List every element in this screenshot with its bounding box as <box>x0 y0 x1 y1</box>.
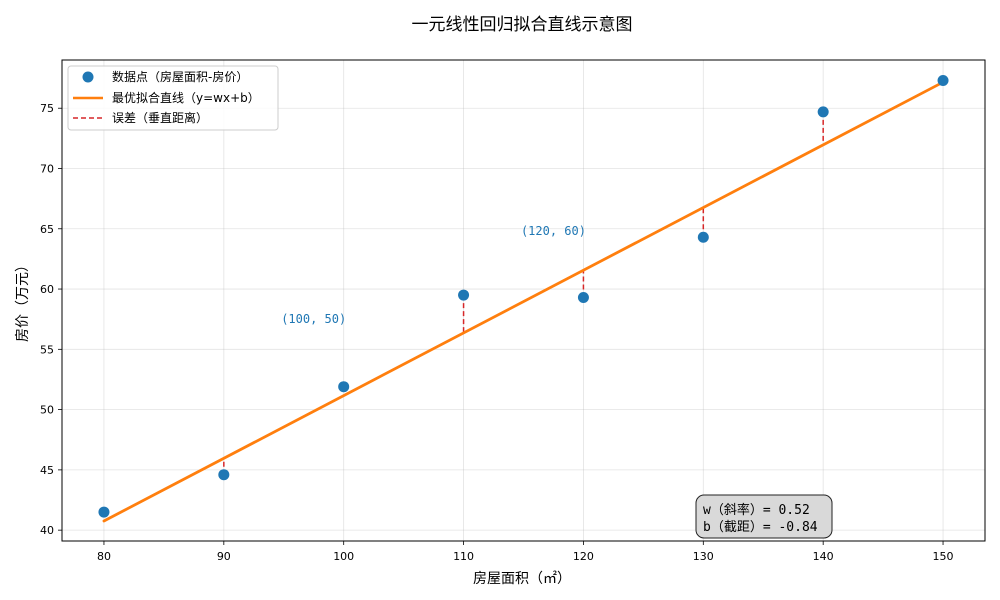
data-point <box>817 106 829 118</box>
grid <box>62 60 985 541</box>
data-point <box>218 469 230 481</box>
annotations: (100, 50) (120, 60) <box>281 224 586 326</box>
y-tick-label: 65 <box>40 223 54 236</box>
data-point <box>577 291 589 303</box>
y-axis-label: 房价（万元） <box>15 258 31 342</box>
x-axis-ticks: 80 90 100 110 120 130 140 150 <box>97 541 954 563</box>
info-box: w（斜率）= 0.52 b（截距）= -0.84 <box>695 494 833 539</box>
y-tick-label: 60 <box>40 283 54 296</box>
chart-title: 一元线性回归拟合直线示意图 <box>412 15 633 35</box>
point-annotation: (120, 60) <box>521 224 586 238</box>
fit-line <box>102 80 945 523</box>
legend-points-label: 数据点（房屋面积-房价） <box>112 69 248 84</box>
intercept-value: b（截距）= -0.84 <box>703 520 818 535</box>
y-tick-label: 45 <box>40 464 54 477</box>
data-points <box>98 74 949 518</box>
y-tick-label: 70 <box>40 162 54 175</box>
x-tick-label: 130 <box>693 550 714 563</box>
info-box-frame <box>695 494 833 539</box>
slope-value: w（斜率）= 0.52 <box>703 502 810 518</box>
y-tick-label: 50 <box>40 404 54 417</box>
y-tick-label: 40 <box>40 524 54 537</box>
y-tick-label: 55 <box>40 343 54 356</box>
legend-residual-label: 误差（垂直距离） <box>112 110 208 125</box>
data-point <box>338 381 350 393</box>
y-tick-label: 75 <box>40 102 54 115</box>
legend-fit-line-label: 最优拟合直线（y=wx+b） <box>112 90 260 105</box>
x-axis-label: 房屋面积（㎡） <box>473 571 571 587</box>
data-point <box>98 506 110 518</box>
y-axis-ticks: 40 45 50 55 60 65 70 75 <box>40 102 62 537</box>
x-tick-label: 100 <box>333 550 354 563</box>
point-annotation: (100, 50) <box>281 312 346 326</box>
data-point <box>937 74 949 86</box>
x-tick-label: 90 <box>217 550 231 563</box>
plot-frame <box>61 59 986 542</box>
legend: 数据点（房屋面积-房价） 最优拟合直线（y=wx+b） 误差（垂直距离） <box>67 65 279 131</box>
x-tick-label: 150 <box>933 550 954 563</box>
legend-point-marker <box>82 71 94 83</box>
legend-box <box>67 65 279 131</box>
fit-line-layer <box>102 80 945 523</box>
x-tick-label: 110 <box>453 550 474 563</box>
data-point <box>697 231 709 243</box>
data-point <box>458 289 470 301</box>
x-tick-label: 120 <box>573 550 594 563</box>
x-tick-label: 80 <box>97 550 111 563</box>
x-tick-label: 140 <box>813 550 834 563</box>
